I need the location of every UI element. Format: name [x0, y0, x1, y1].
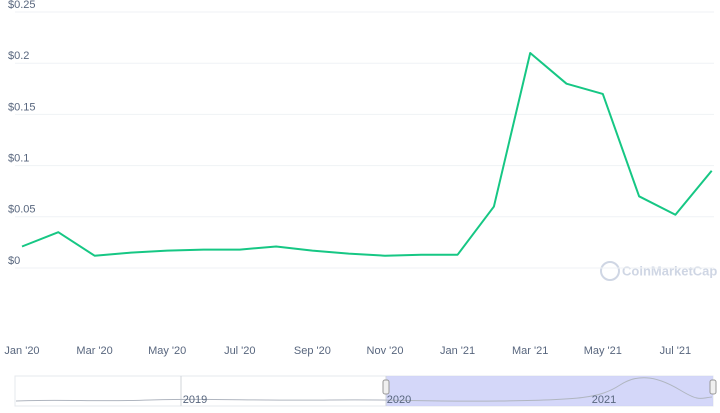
x-tick-label: Mar '21	[512, 345, 548, 357]
navigator-label: 2021	[592, 394, 616, 406]
x-tick-label: Jan '20	[4, 345, 39, 357]
watermark-logo	[600, 261, 620, 281]
x-tick-label: Jan '21	[440, 345, 475, 357]
navigator-label: 2020	[387, 394, 411, 406]
watermark: CoinMarketCap	[622, 263, 717, 278]
x-tick-label: Jul '20	[224, 345, 255, 357]
navigator-handle[interactable]	[709, 379, 717, 395]
x-tick-label: Mar '20	[76, 345, 112, 357]
navigator-label: 2019	[183, 394, 207, 406]
y-tick-label: $0.2	[8, 50, 29, 62]
x-tick-label: Nov '20	[367, 345, 404, 357]
y-tick-label: $0.15	[8, 101, 36, 113]
x-tick-label: May '21	[584, 345, 622, 357]
y-tick-label: $0.25	[8, 0, 36, 11]
navigator-line	[15, 377, 713, 402]
x-tick-label: Sep '20	[294, 345, 331, 357]
y-tick-label: $0	[8, 255, 20, 267]
navigator-selection[interactable]	[386, 376, 713, 406]
price-line	[21, 51, 713, 257]
x-tick-label: Jul '21	[660, 345, 691, 357]
y-tick-label: $0.1	[8, 153, 29, 165]
navigator-handle[interactable]	[382, 379, 390, 395]
x-tick-label: May '20	[148, 345, 186, 357]
y-tick-label: $0.05	[8, 204, 36, 216]
